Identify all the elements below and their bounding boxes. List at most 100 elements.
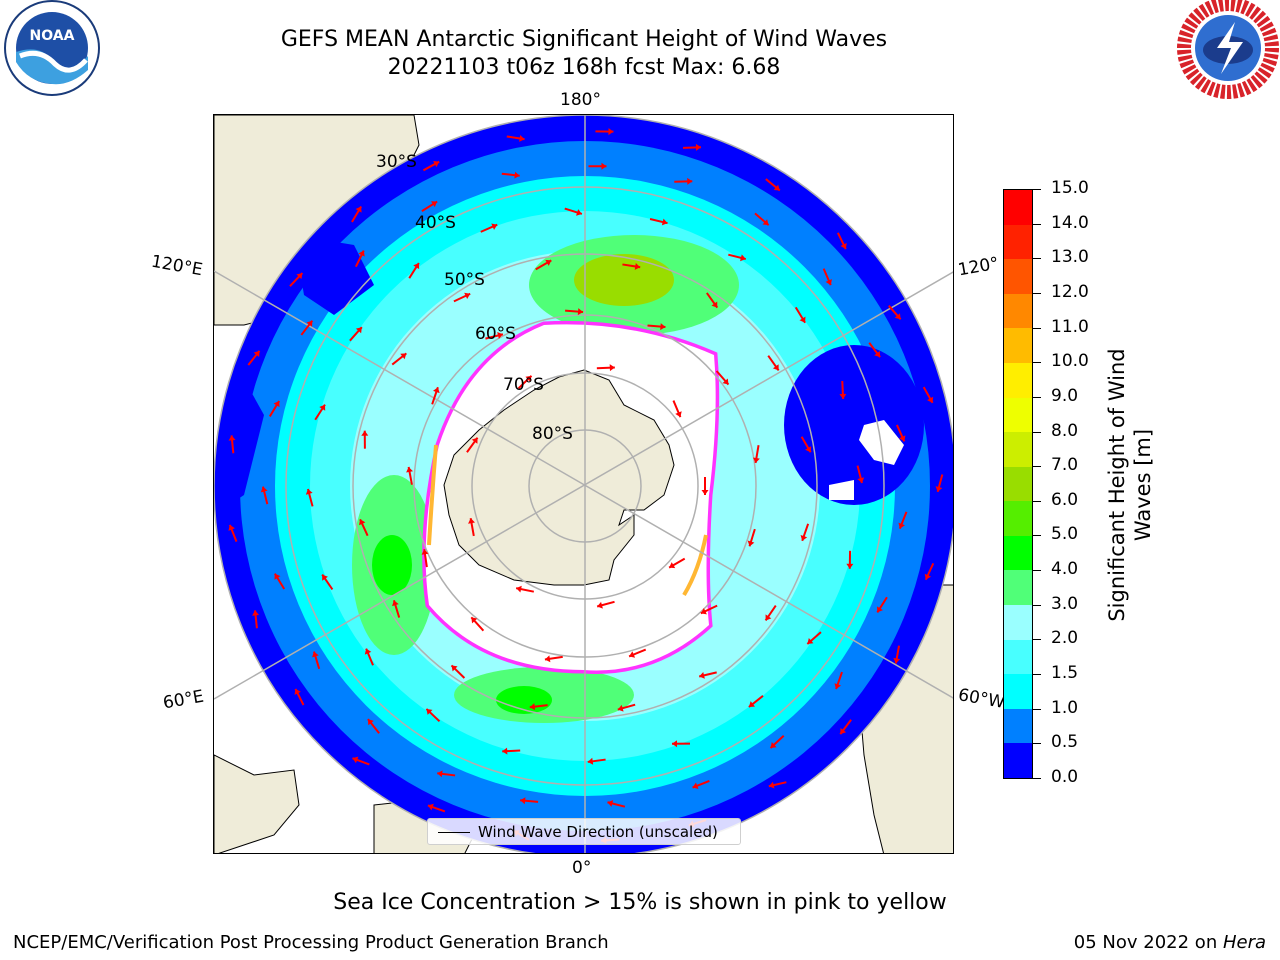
wind-arrow-head — [634, 262, 641, 270]
colorbar-segment — [1004, 708, 1032, 744]
wind-arrow-head — [406, 466, 413, 473]
africa-landmass — [214, 754, 300, 853]
wind-arrow-head — [228, 524, 235, 531]
wind-arrow-head — [601, 162, 607, 170]
colorbar-tick-label: 7.0 — [1051, 455, 1079, 476]
colorbar-tick-label: 0.5 — [1051, 732, 1079, 753]
wind-arrow-head — [431, 201, 438, 208]
wind-arrow-head — [877, 606, 883, 613]
wind-arrow-head — [400, 353, 407, 360]
wind-arrow-head — [765, 614, 772, 621]
wind-arrow-head — [722, 378, 729, 385]
colorbar-tick — [1033, 189, 1041, 190]
wind-arrow-head — [799, 316, 806, 323]
colorbar-tick — [1033, 604, 1041, 606]
colorbar — [1003, 189, 1033, 779]
colorbar-tick — [1033, 500, 1041, 502]
wind-arrow-head — [825, 279, 832, 286]
wind-arrow-head — [748, 701, 755, 708]
wind-arrow-head — [516, 585, 522, 593]
wind-arrow-head — [587, 757, 594, 765]
antarctica-landmass — [443, 369, 675, 586]
wind-arrow-head — [898, 522, 905, 529]
wind-arrow-head — [322, 574, 328, 581]
colorbar-segment — [1004, 397, 1032, 433]
wind-arrow-head — [468, 518, 475, 524]
lat-label-50s: 50°S — [444, 270, 485, 290]
wind-arrow-head — [687, 177, 693, 185]
meridian-60e-120w — [214, 271, 953, 700]
footer-date: 05 Nov 2022 on Hera — [1074, 932, 1266, 953]
wind-arrow-head — [502, 747, 508, 755]
footer-date-text: 05 Nov 2022 on — [1073, 932, 1223, 953]
footer-credit: NCEP/EMC/Verification Post Processing Pr… — [13, 932, 609, 953]
colorbar-tick-label: 2.0 — [1051, 628, 1079, 649]
wind-arrow-head — [629, 651, 636, 658]
colorbar-segment — [1004, 431, 1032, 467]
wind-arrow-head — [672, 740, 678, 748]
colorbar-tick — [1033, 743, 1041, 745]
wind-arrow-head — [464, 292, 471, 300]
legend-label: Wind Wave Direction (unscaled) — [478, 823, 718, 841]
wind-arrow-head — [451, 665, 458, 672]
lat-label-70s: 70°S — [503, 375, 544, 395]
colorbar-tick — [1033, 258, 1041, 260]
wind-arrow-head — [427, 803, 434, 811]
colorbar-title: Significant Height of Wind Waves [m] — [1105, 348, 1155, 622]
noaa-logo-icon: NOAA — [4, 0, 100, 96]
wind-arrow-head — [426, 708, 433, 715]
colorbar-tick — [1033, 292, 1041, 294]
lon-label-180: 180° — [560, 90, 601, 110]
wind-arrow-head — [253, 350, 260, 357]
wind-arrow-head — [306, 320, 313, 327]
wind-arrow-head — [935, 486, 943, 492]
wind-arrow-head — [740, 254, 746, 262]
wind-arrow-head — [497, 332, 503, 339]
wind-arrow-head — [924, 573, 932, 580]
wind-arrow-head — [840, 242, 847, 250]
nws-logo-icon — [1177, 0, 1279, 99]
wind-arrow-head — [545, 259, 552, 266]
wind-arrow-head — [762, 219, 769, 226]
legend-line-icon — [438, 832, 470, 833]
wind-arrow-head — [577, 308, 584, 316]
wind-arrow-head — [413, 262, 420, 270]
wind-arrow-head — [529, 703, 536, 711]
colorbar-tick-label: 1.0 — [1051, 697, 1079, 718]
wind-arrow-head — [840, 728, 847, 735]
wind-arrow-head — [800, 534, 808, 541]
wind-arrow-head — [471, 437, 478, 444]
colorbar-segment — [1004, 466, 1032, 502]
wind-arrow-head — [772, 364, 779, 371]
lat-label-80s: 80°S — [532, 424, 573, 444]
wind-arrow-head — [421, 549, 429, 555]
wind-arrow-head — [839, 393, 847, 399]
colorbar-tick-label: 5.0 — [1051, 524, 1079, 545]
wind-arrow-head — [514, 171, 520, 179]
colorbar-segment — [1004, 327, 1032, 363]
wind-arrow-head — [294, 688, 301, 695]
lon-label-120e: 120°E — [149, 251, 205, 281]
colorbar-tick — [1033, 396, 1041, 398]
map-panel — [213, 114, 954, 854]
colorbar-segment — [1004, 258, 1032, 294]
colorbar-tick-label: 11.0 — [1051, 316, 1089, 337]
colorbar-tick-label: 6.0 — [1051, 489, 1079, 510]
lon-label-0: 0° — [572, 858, 592, 878]
colorbar-tick — [1033, 535, 1041, 537]
colorbar-tick — [1033, 570, 1041, 572]
colorbar-tick-label: 10.0 — [1051, 351, 1089, 372]
wind-arrow-head — [252, 610, 260, 616]
wind-arrow-head — [700, 608, 707, 615]
wind-arrow-head — [752, 457, 760, 463]
colorbar-tick — [1033, 431, 1041, 433]
map-canvas — [214, 115, 953, 853]
wind-arrow-head — [699, 671, 705, 679]
colorbar-tick-label: 14.0 — [1051, 212, 1089, 233]
wind-arrow-head — [228, 435, 236, 441]
noaa-logo-text: NOAA — [30, 28, 75, 44]
colorbar-segment — [1004, 293, 1032, 329]
wind-arrow-head — [834, 683, 842, 690]
colorbar-segment — [1004, 673, 1032, 709]
footer-machine: Hera — [1222, 932, 1266, 953]
